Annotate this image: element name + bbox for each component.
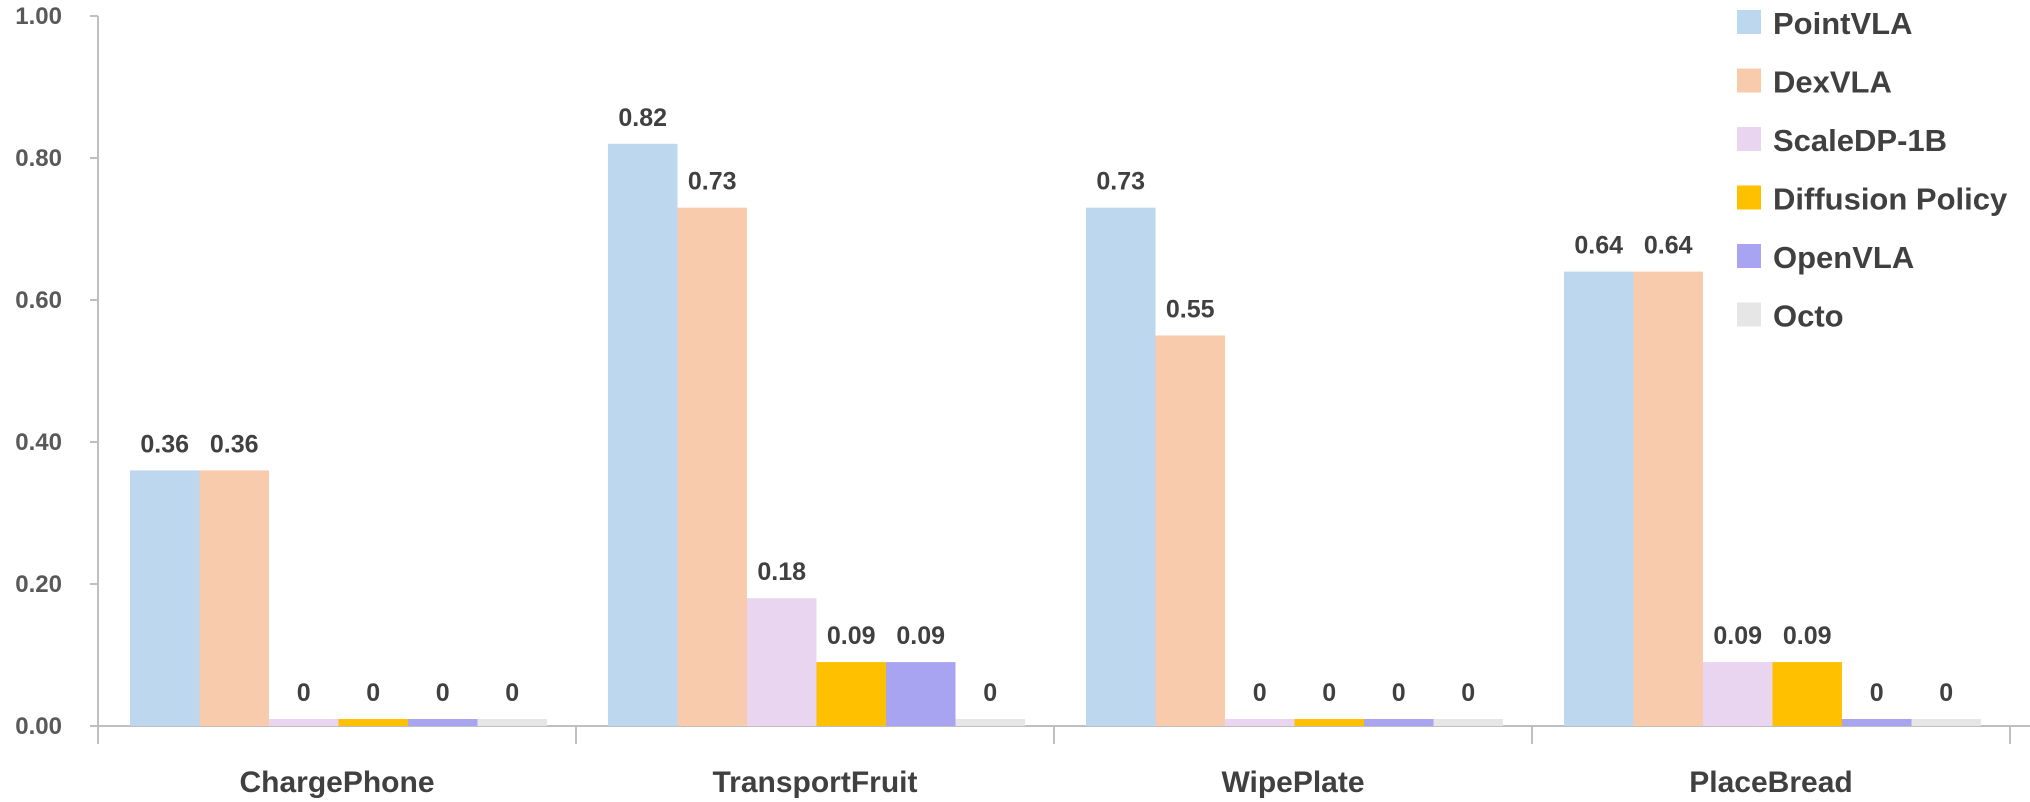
bar <box>955 719 1025 726</box>
bar <box>1772 662 1842 726</box>
data-label: 0.09 <box>896 622 945 650</box>
y-tick-label: 0.60 <box>15 287 62 314</box>
bar <box>408 719 478 726</box>
bar <box>338 719 408 726</box>
data-label: 0 <box>1939 679 1953 707</box>
data-label: 0 <box>1322 679 1336 707</box>
bar <box>199 470 269 726</box>
data-label: 0 <box>1461 679 1475 707</box>
bar <box>477 719 547 726</box>
data-label: 0.64 <box>1574 232 1623 260</box>
y-tick-label: 0.20 <box>15 571 62 598</box>
legend-label: PointVLA <box>1773 6 1913 41</box>
data-label: 0.55 <box>1166 296 1215 324</box>
bar <box>608 143 678 727</box>
legend-swatch <box>1737 244 1761 268</box>
data-label: 0.36 <box>140 430 189 458</box>
bar <box>1633 271 1703 726</box>
bar <box>1842 719 1912 726</box>
bars <box>130 143 1981 727</box>
bar <box>1294 719 1364 726</box>
x-tick-label: TransportFruit <box>712 766 917 799</box>
y-tick-label: 0.40 <box>15 429 62 456</box>
bar <box>886 662 956 726</box>
legend-label: Diffusion Policy <box>1773 182 2008 217</box>
data-label: 0.09 <box>827 622 876 650</box>
legend-swatch <box>1737 10 1761 34</box>
legend-swatch <box>1737 302 1761 327</box>
x-tick-label: WipePlate <box>1221 766 1364 799</box>
y-tick-label: 0.00 <box>15 713 62 740</box>
bar <box>130 470 200 726</box>
data-label: 0 <box>297 679 311 707</box>
data-label: 0.18 <box>757 558 806 586</box>
x-tick-label: ChargePhone <box>239 766 434 799</box>
bar <box>747 598 817 726</box>
bar <box>1364 719 1434 726</box>
bar <box>816 662 886 726</box>
data-label: 0 <box>366 679 380 707</box>
data-label: 0 <box>1870 679 1884 707</box>
bar <box>1433 719 1503 726</box>
x-tick-label: PlaceBread <box>1689 766 1852 799</box>
data-label: 0.36 <box>210 430 259 458</box>
legend-swatch <box>1737 127 1761 151</box>
y-tick-label: 1.00 <box>15 3 62 30</box>
bar <box>1564 271 1634 726</box>
legend-label: OpenVLA <box>1773 240 1914 275</box>
y-tick-label: 0.80 <box>15 145 62 172</box>
data-label: 0.09 <box>1713 622 1762 650</box>
bar <box>1155 335 1225 726</box>
bar <box>269 719 339 726</box>
data-label: 0 <box>436 679 450 707</box>
data-label: 0.09 <box>1783 622 1832 650</box>
data-label: 0 <box>1392 679 1406 707</box>
axes: 0.00 0.20 0.40 0.60 0.80 1.00 ChargePhone Trans… <box>15 3 2030 799</box>
bar <box>677 207 747 726</box>
legend-label: DexVLA <box>1773 65 1892 100</box>
data-label: 0 <box>505 679 519 707</box>
bar <box>1911 719 1981 726</box>
data-label: 0 <box>983 679 997 707</box>
bar <box>1086 207 1156 726</box>
legend-label: ScaleDP-1B <box>1773 123 1947 158</box>
data-label: 0.73 <box>688 168 737 196</box>
bar <box>1225 719 1295 726</box>
legend-swatch <box>1737 185 1761 210</box>
legend-swatch <box>1737 68 1761 93</box>
bar <box>1703 662 1773 726</box>
data-label: 0 <box>1253 679 1267 707</box>
data-label: 0.64 <box>1644 232 1693 260</box>
data-label: 0.73 <box>1096 168 1145 196</box>
data-label: 0.82 <box>618 104 667 132</box>
legend-label: Octo <box>1773 299 1844 334</box>
legend: PointVLA DexVLA ScaleDP-1B Diffusion Policy… <box>1737 6 2008 334</box>
data-labels: 0.36 0.82 0.73 0.64 0.36 0.73 0.55 0.64 0 0.18 0 0.… <box>140 104 1953 707</box>
